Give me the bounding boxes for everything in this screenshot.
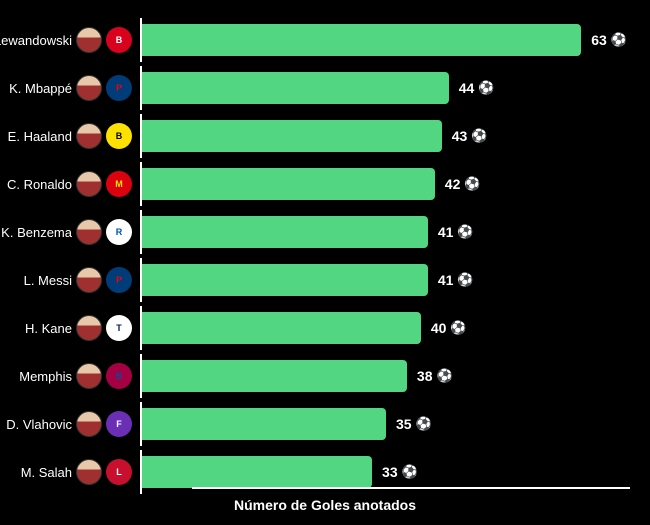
- club-badge-icon: P: [106, 267, 132, 293]
- soccer-ball-icon: ⚽: [464, 176, 480, 192]
- player-avatar-icon: [76, 411, 102, 437]
- goals-value: 40: [431, 320, 447, 336]
- player-name: H. Kane: [25, 321, 72, 336]
- soccer-ball-icon: ⚽: [611, 32, 627, 48]
- bar-column: 41⚽: [140, 258, 630, 302]
- soccer-ball-icon: ⚽: [402, 464, 418, 480]
- goals-value: 42: [445, 176, 461, 192]
- goals-value: 38: [417, 368, 433, 384]
- player-avatar-icon: [76, 315, 102, 341]
- bar-column: 42⚽: [140, 162, 630, 206]
- bar-column: 43⚽: [140, 114, 630, 158]
- bar-column: 38⚽: [140, 354, 630, 398]
- goals-value: 41: [438, 272, 454, 288]
- player-avatar-icon: [76, 171, 102, 197]
- goals-value: 41: [438, 224, 454, 240]
- goals-bar: [142, 168, 435, 200]
- chart-row: K. Mbappé P 44⚽: [10, 66, 630, 110]
- goals-bar: [142, 24, 581, 56]
- bar-column: 41⚽: [140, 210, 630, 254]
- label-column: D. VlahovicF: [10, 411, 140, 437]
- goals-bar: [142, 408, 386, 440]
- player-name: K. Benzema: [1, 225, 72, 240]
- bar-column: 35⚽: [140, 402, 630, 446]
- label-column: R. LewandowskiB: [10, 27, 140, 53]
- player-name: C. Ronaldo: [7, 177, 72, 192]
- player-avatar-icon: [76, 363, 102, 389]
- label-column: C. Ronaldo M: [10, 171, 140, 197]
- player-name: R. Lewandowski: [0, 33, 72, 48]
- goals-value: 44: [459, 80, 475, 96]
- player-avatar-icon: [76, 219, 102, 245]
- goals-bar: [142, 72, 449, 104]
- goals-value: 43: [452, 128, 468, 144]
- label-column: H. Kane T: [10, 315, 140, 341]
- soccer-ball-icon: ⚽: [436, 368, 452, 384]
- bar-column: 63⚽: [140, 18, 630, 62]
- x-axis-line: [192, 487, 630, 489]
- soccer-ball-icon: ⚽: [478, 80, 494, 96]
- label-column: Memphis B: [10, 363, 140, 389]
- soccer-ball-icon: ⚽: [457, 224, 473, 240]
- goals-value: 33: [382, 464, 398, 480]
- club-badge-icon: R: [106, 219, 132, 245]
- soccer-ball-icon: ⚽: [457, 272, 473, 288]
- club-badge-icon: T: [106, 315, 132, 341]
- soccer-ball-icon: ⚽: [471, 128, 487, 144]
- player-avatar-icon: [76, 123, 102, 149]
- goals-bar: [142, 120, 442, 152]
- player-name: K. Mbappé: [9, 81, 72, 96]
- bar-column: 44⚽: [140, 66, 630, 110]
- chart-row: K. BenzemaR41⚽: [10, 210, 630, 254]
- goals-bar: [142, 216, 428, 248]
- chart-row: R. LewandowskiB63⚽: [10, 18, 630, 62]
- label-column: K. Mbappé P: [10, 75, 140, 101]
- chart-row: Memphis B 38⚽: [10, 354, 630, 398]
- goals-bar: [142, 264, 428, 296]
- label-column: L. Messi P: [10, 267, 140, 293]
- player-name: Memphis: [19, 369, 72, 384]
- player-name: D. Vlahovic: [6, 417, 72, 432]
- chart-row: D. VlahovicF35⚽: [10, 402, 630, 446]
- club-badge-icon: B: [106, 363, 132, 389]
- goals-value: 63: [591, 32, 607, 48]
- soccer-ball-icon: ⚽: [416, 416, 432, 432]
- chart-row: C. Ronaldo M 42⚽: [10, 162, 630, 206]
- player-avatar-icon: [76, 459, 102, 485]
- goals-bar: [142, 360, 407, 392]
- x-axis-label: Número de Goles anotados: [0, 497, 650, 513]
- chart-row: H. Kane T 40⚽: [10, 306, 630, 350]
- chart-row: L. Messi P 41⚽: [10, 258, 630, 302]
- player-name: E. Haaland: [8, 129, 72, 144]
- label-column: E. Haaland B: [10, 123, 140, 149]
- player-name: M. Salah: [21, 465, 72, 480]
- soccer-ball-icon: ⚽: [450, 320, 466, 336]
- club-badge-icon: F: [106, 411, 132, 437]
- goals-value: 35: [396, 416, 412, 432]
- club-badge-icon: L: [106, 459, 132, 485]
- player-avatar-icon: [76, 27, 102, 53]
- goals-bar: [142, 456, 372, 488]
- label-column: M. Salah L: [10, 459, 140, 485]
- player-avatar-icon: [76, 75, 102, 101]
- chart-row: E. Haaland B 43⚽: [10, 114, 630, 158]
- player-name: L. Messi: [24, 273, 72, 288]
- club-badge-icon: B: [106, 27, 132, 53]
- club-badge-icon: P: [106, 75, 132, 101]
- bar-column: 40⚽: [140, 306, 630, 350]
- club-badge-icon: B: [106, 123, 132, 149]
- goals-bar-chart: R. LewandowskiB63⚽K. MbappéP44⚽E. Haalan…: [0, 0, 650, 525]
- player-avatar-icon: [76, 267, 102, 293]
- goals-bar: [142, 312, 421, 344]
- club-badge-icon: M: [106, 171, 132, 197]
- label-column: K. BenzemaR: [10, 219, 140, 245]
